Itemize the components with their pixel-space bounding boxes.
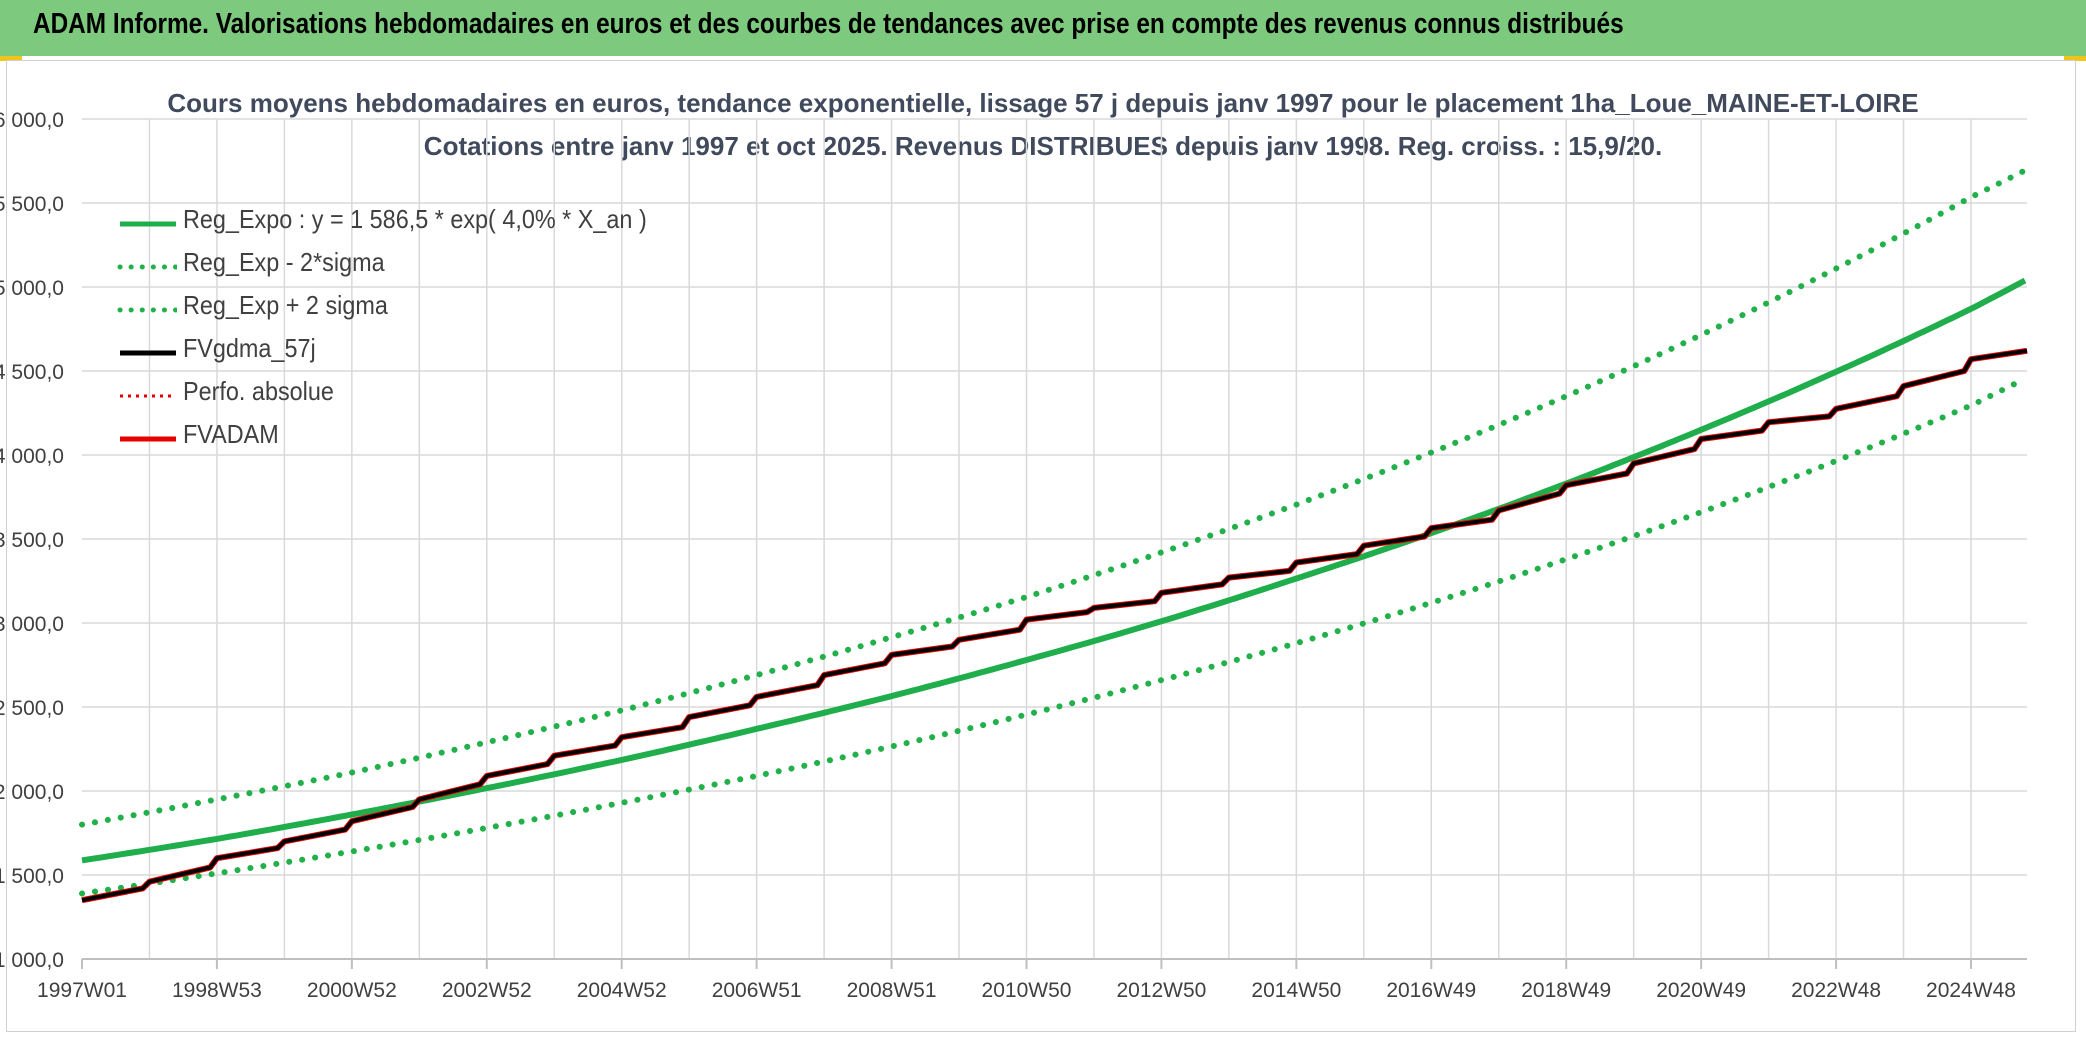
y-tick-label: 5 500,0 [0,193,64,216]
x-tick-label: 2022W48 [1791,979,1881,1002]
legend-label: Reg_Exp + 2 sigma [183,290,388,320]
corner-marker-right [2064,56,2086,61]
legend-label: Reg_Expo : y = 1 586,5 * exp( 4,0% * X_a… [183,204,647,234]
x-tick-label: 2014W50 [1251,979,1341,1002]
x-tick-label: 2000W52 [307,979,397,1002]
banner-title: ADAM Informe. Valorisations hebdomadaire… [33,8,1624,40]
series-line-4 [81,348,2028,903]
legend-swatch [120,350,176,356]
y-tick-label: 2 500,0 [0,697,64,720]
x-tick-label: 2012W50 [1116,979,1206,1002]
legend-swatch [120,436,176,442]
legend-swatch [117,264,177,270]
series-line-2 [79,375,2028,897]
y-tick-label: 1 500,0 [0,865,64,888]
chart-subtitle: Cotations entre janv 1997 et oct 2025. R… [423,131,1663,161]
x-tick-label: 1997W01 [37,979,127,1002]
legend-label: FVADAM [183,419,279,449]
x-tick-label: 2006W51 [712,979,802,1002]
y-tick-label: 4 000,0 [0,445,64,468]
y-tick-label: 3 000,0 [0,613,64,636]
title-banner: ADAM Informe. Valorisations hebdomadaire… [0,0,2086,56]
legend-label: FVgdma_57j [183,333,316,363]
chart-area [6,60,2076,1032]
legend-swatch [120,221,176,227]
corner-marker-left [0,56,22,61]
series-line-3 [79,167,2028,828]
y-tick-label: 1 000,0 [0,949,64,972]
y-tick-label: 3 500,0 [0,529,64,552]
x-tick-label: 2020W49 [1656,979,1746,1002]
x-tick-label: 2010W50 [982,979,1072,1002]
x-tick-label: 2008W51 [847,979,937,1002]
series-line-1 [81,277,2027,864]
x-tick-label: 2004W52 [577,979,667,1002]
y-tick-label: 6 000,0 [0,109,64,132]
legend-label: Perfo. absolue [183,376,334,406]
y-tick-label: 4 500,0 [0,361,64,384]
y-tick-label: 2 000,0 [0,781,64,804]
x-tick-label: 2016W49 [1386,979,1476,1002]
legend-swatch [117,307,177,313]
y-tick-label: 5 000,0 [0,277,64,300]
x-tick-label: 2018W49 [1521,979,1611,1002]
chart-title: Cours moyens hebdomadaires en euros, ten… [167,88,1919,118]
legend-label: Reg_Exp - 2*sigma [183,247,385,277]
x-tick-label: 1998W53 [172,979,262,1002]
x-tick-label: 2024W48 [1926,979,2016,1002]
legend-swatch [120,394,176,398]
x-tick-label: 2002W52 [442,979,532,1002]
